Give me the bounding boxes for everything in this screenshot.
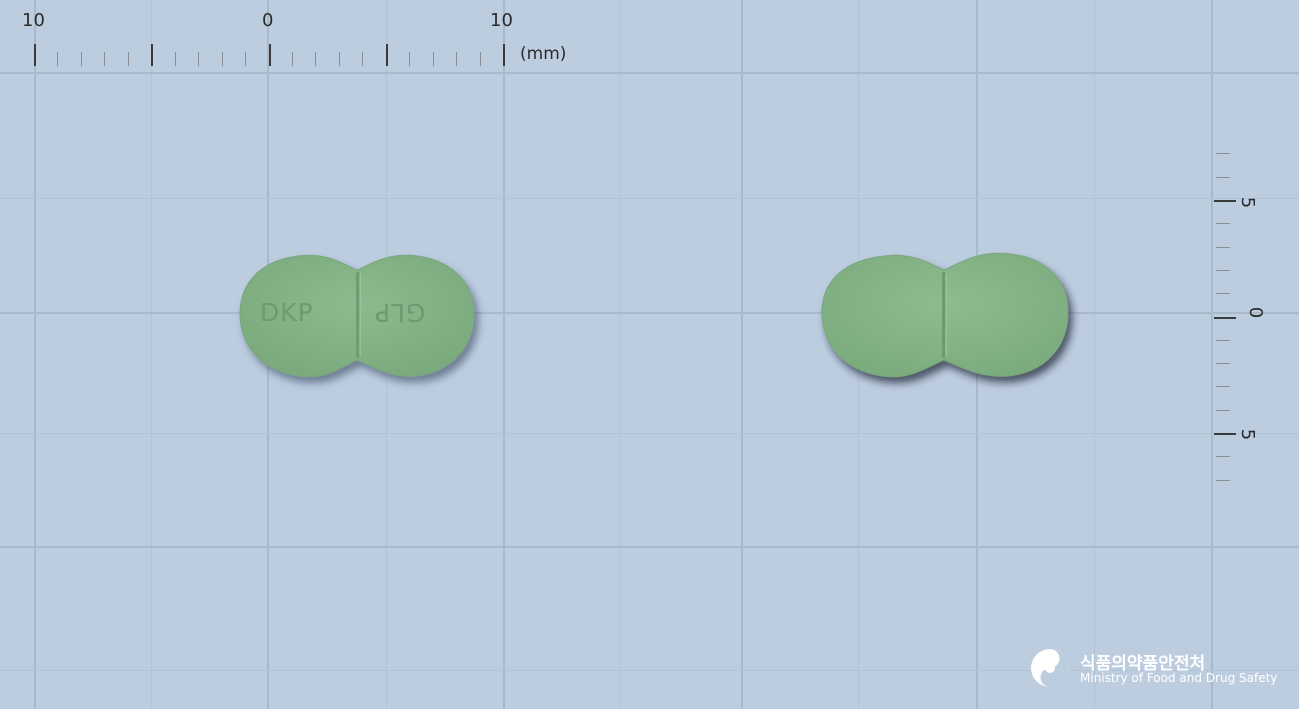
top-ruler-label: 10 xyxy=(22,10,45,31)
grid-line xyxy=(34,0,36,709)
grid-line xyxy=(503,0,505,709)
ruler-unit-label: (mm) xyxy=(520,44,567,64)
tablet-front: DKP GLP xyxy=(238,250,478,386)
ruler-minor-tick xyxy=(409,52,410,66)
ruler-minor-tick xyxy=(1216,223,1230,224)
ruler-major-tick xyxy=(386,44,388,66)
tablet-back-shape xyxy=(821,252,1069,378)
ruler-minor-tick xyxy=(1216,363,1230,364)
ruler-minor-tick xyxy=(1216,153,1230,154)
ruler-minor-tick xyxy=(1216,293,1230,294)
ruler-minor-tick xyxy=(198,52,199,66)
top-ruler-label: 0 xyxy=(262,10,274,31)
ruler-minor-tick xyxy=(1216,177,1230,178)
ruler-minor-tick xyxy=(57,52,58,66)
grid-line xyxy=(1211,0,1213,709)
ruler-minor-tick xyxy=(1216,456,1230,457)
tablet-back xyxy=(820,248,1072,384)
ruler-minor-tick xyxy=(222,52,223,66)
ruler-minor-tick xyxy=(245,52,246,66)
grid-line xyxy=(0,198,1299,199)
top-ruler-label: 10 xyxy=(490,10,513,31)
ruler-minor-tick xyxy=(1216,480,1230,481)
ruler-major-tick xyxy=(1214,200,1236,202)
ruler-major-tick xyxy=(1214,433,1236,435)
ruler-minor-tick xyxy=(81,52,82,66)
mfds-swirl-icon xyxy=(1031,649,1069,687)
ruler-major-tick xyxy=(503,44,505,66)
ruler-minor-tick xyxy=(1216,386,1230,387)
ruler-minor-tick xyxy=(433,52,434,66)
ruler-minor-tick xyxy=(104,52,105,66)
grid-line xyxy=(151,0,152,709)
ruler-minor-tick xyxy=(292,52,293,66)
ruler-minor-tick xyxy=(1216,340,1230,341)
ruler-minor-tick xyxy=(480,52,481,66)
ruler-minor-tick xyxy=(128,52,129,66)
ruler-minor-tick xyxy=(1216,247,1230,248)
grid-line xyxy=(741,0,743,709)
ruler-minor-tick xyxy=(456,52,457,66)
ruler-minor-tick xyxy=(315,52,316,66)
ruler-minor-tick xyxy=(1216,270,1230,271)
ruler-minor-tick xyxy=(362,52,363,66)
org-name-english: Ministry of Food and Drug Safety xyxy=(1080,671,1278,685)
ruler-major-tick xyxy=(151,44,153,66)
grid-line xyxy=(0,433,1299,434)
side-ruler-label: 5 xyxy=(1237,428,1259,441)
grid-line xyxy=(0,546,1299,548)
side-ruler-label: 0 xyxy=(1245,306,1267,319)
ruler-major-tick xyxy=(34,44,36,66)
side-ruler-label: 5 xyxy=(1237,196,1259,209)
ruler-minor-tick xyxy=(1216,410,1230,411)
tablet-imprint-left: DKP xyxy=(260,298,314,327)
ruler-minor-tick xyxy=(339,52,340,66)
grid-line xyxy=(1094,0,1095,709)
grid-line xyxy=(0,72,1299,74)
grid-line xyxy=(620,0,621,709)
ruler-minor-tick xyxy=(175,52,176,66)
tablet-imprint-right: GLP xyxy=(374,298,426,327)
grid-line xyxy=(0,670,1299,671)
tablet-front-shape xyxy=(239,254,475,378)
ruler-major-tick xyxy=(269,44,271,66)
ruler-major-tick xyxy=(1214,317,1236,319)
org-name-korean: 식품의약품안전처 xyxy=(1080,654,1206,674)
grid-line xyxy=(0,312,1299,314)
